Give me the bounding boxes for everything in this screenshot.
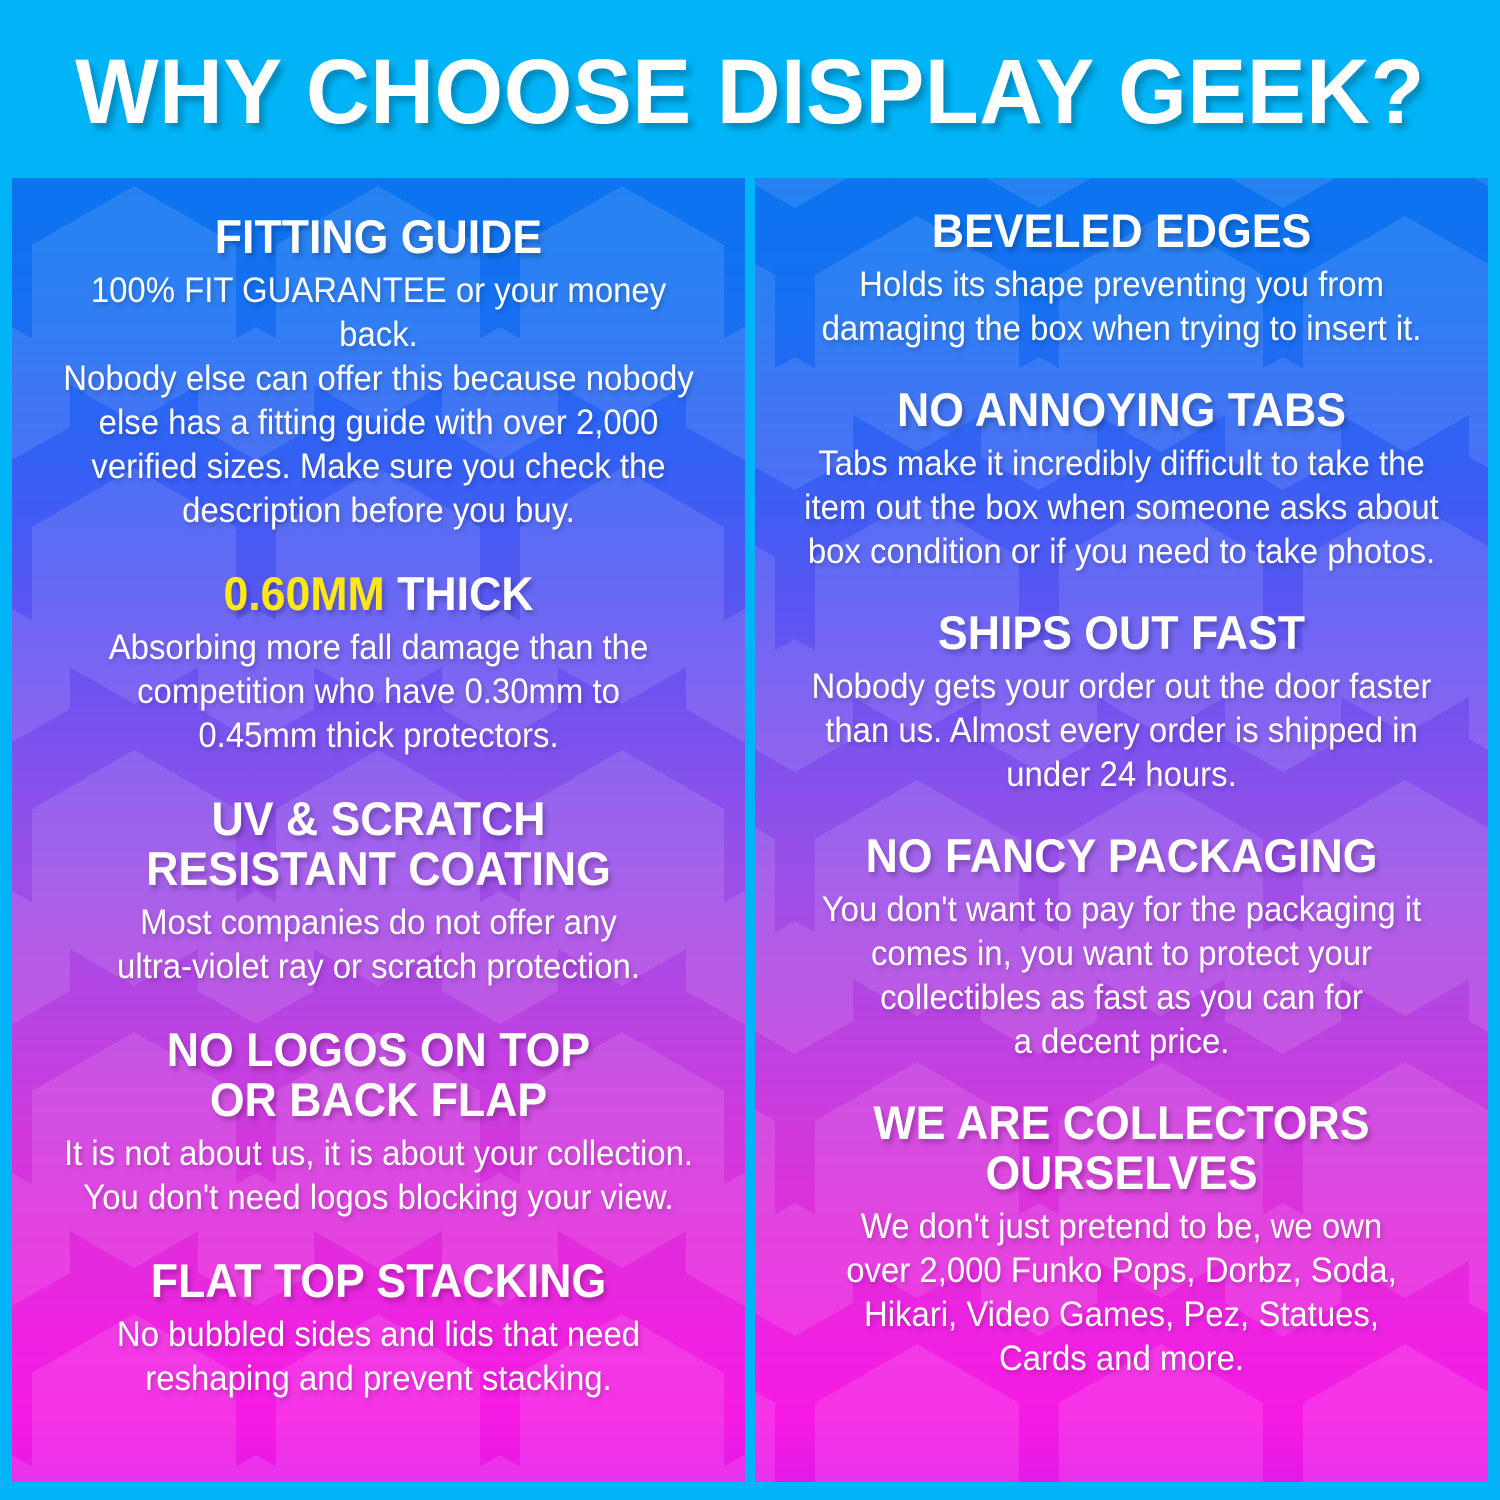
feature-title: SHIPS OUT FAST	[937, 606, 1306, 660]
feature-title-highlight: 0.60MM	[223, 567, 385, 621]
feature-title: NO FANCY PACKAGING	[865, 829, 1378, 883]
right-panel-content: BEVELED EDGES Holds its shape preventing…	[755, 178, 1488, 1482]
feature-body: Most companies do not offer any ultra-vi…	[117, 903, 640, 987]
feature-block: UV & SCRATCH RESISTANT COATING Most comp…	[38, 794, 719, 989]
feature-title-rest: THICK	[384, 567, 534, 621]
feature-block: FITTING GUIDE 100% FIT GUARANTEE or your…	[38, 212, 719, 533]
feature-body: Holds its shape preventing you from dama…	[821, 264, 1422, 348]
feature-title: FLAT TOP STACKING	[150, 1254, 607, 1308]
feature-block: FLAT TOP STACKING No bubbled sides and l…	[38, 1256, 719, 1401]
feature-title: 0.60MM THICK	[55, 569, 702, 619]
feature-block: NO ANNOYING TABS Tabs make it incredibly…	[781, 385, 1462, 574]
feature-block: NO FANCY PACKAGING You don't want to pay…	[781, 831, 1462, 1064]
feature-panels: FITTING GUIDE 100% FIT GUARANTEE or your…	[12, 178, 1488, 1482]
feature-body: Nobody gets your order out the door fast…	[811, 666, 1432, 795]
feature-block: 0.60MM THICK Absorbing more fall damage …	[38, 569, 719, 758]
feature-body: Absorbing more fall damage than the comp…	[108, 628, 649, 756]
feature-block: BEVELED EDGES Holds its shape preventing…	[781, 206, 1462, 351]
left-panel-content: FITTING GUIDE 100% FIT GUARANTEE or your…	[12, 178, 745, 1482]
feature-title: FITTING GUIDE	[214, 210, 543, 263]
feature-body: It is not about us, it is about your col…	[63, 1133, 694, 1217]
feature-body: 100% FIT GUARANTEE or your money back. N…	[63, 270, 694, 531]
feature-title: NO LOGOS ON TOP OR BACK FLAP	[166, 1023, 591, 1127]
feature-block: SHIPS OUT FAST Nobody gets your order ou…	[781, 608, 1462, 797]
header-banner: WHY CHOOSE DISPLAY GEEK?	[0, 0, 1500, 178]
right-feature-panel: BEVELED EDGES Holds its shape preventing…	[755, 178, 1488, 1482]
feature-block: WE ARE COLLECTORS OURSELVES We don't jus…	[781, 1098, 1462, 1381]
feature-body: Tabs make it incredibly difficult to tak…	[804, 443, 1439, 571]
feature-block: NO LOGOS ON TOP OR BACK FLAP It is not a…	[38, 1025, 719, 1220]
feature-title: NO ANNOYING TABS	[897, 383, 1346, 436]
feature-body: We don't just pretend to be, we own over…	[846, 1207, 1397, 1379]
bottom-cyan-band	[0, 1482, 1500, 1500]
feature-title: WE ARE COLLECTORS OURSELVES	[873, 1096, 1370, 1200]
left-feature-panel: FITTING GUIDE 100% FIT GUARANTEE or your…	[12, 178, 745, 1482]
feature-title: BEVELED EDGES	[931, 204, 1312, 257]
feature-body: You don't want to pay for the packaging …	[821, 890, 1422, 1062]
feature-body: No bubbled sides and lids that need resh…	[116, 1314, 641, 1398]
feature-title: UV & SCRATCH RESISTANT COATING	[146, 792, 611, 896]
page-title: WHY CHOOSE DISPLAY GEEK?	[75, 41, 1425, 143]
